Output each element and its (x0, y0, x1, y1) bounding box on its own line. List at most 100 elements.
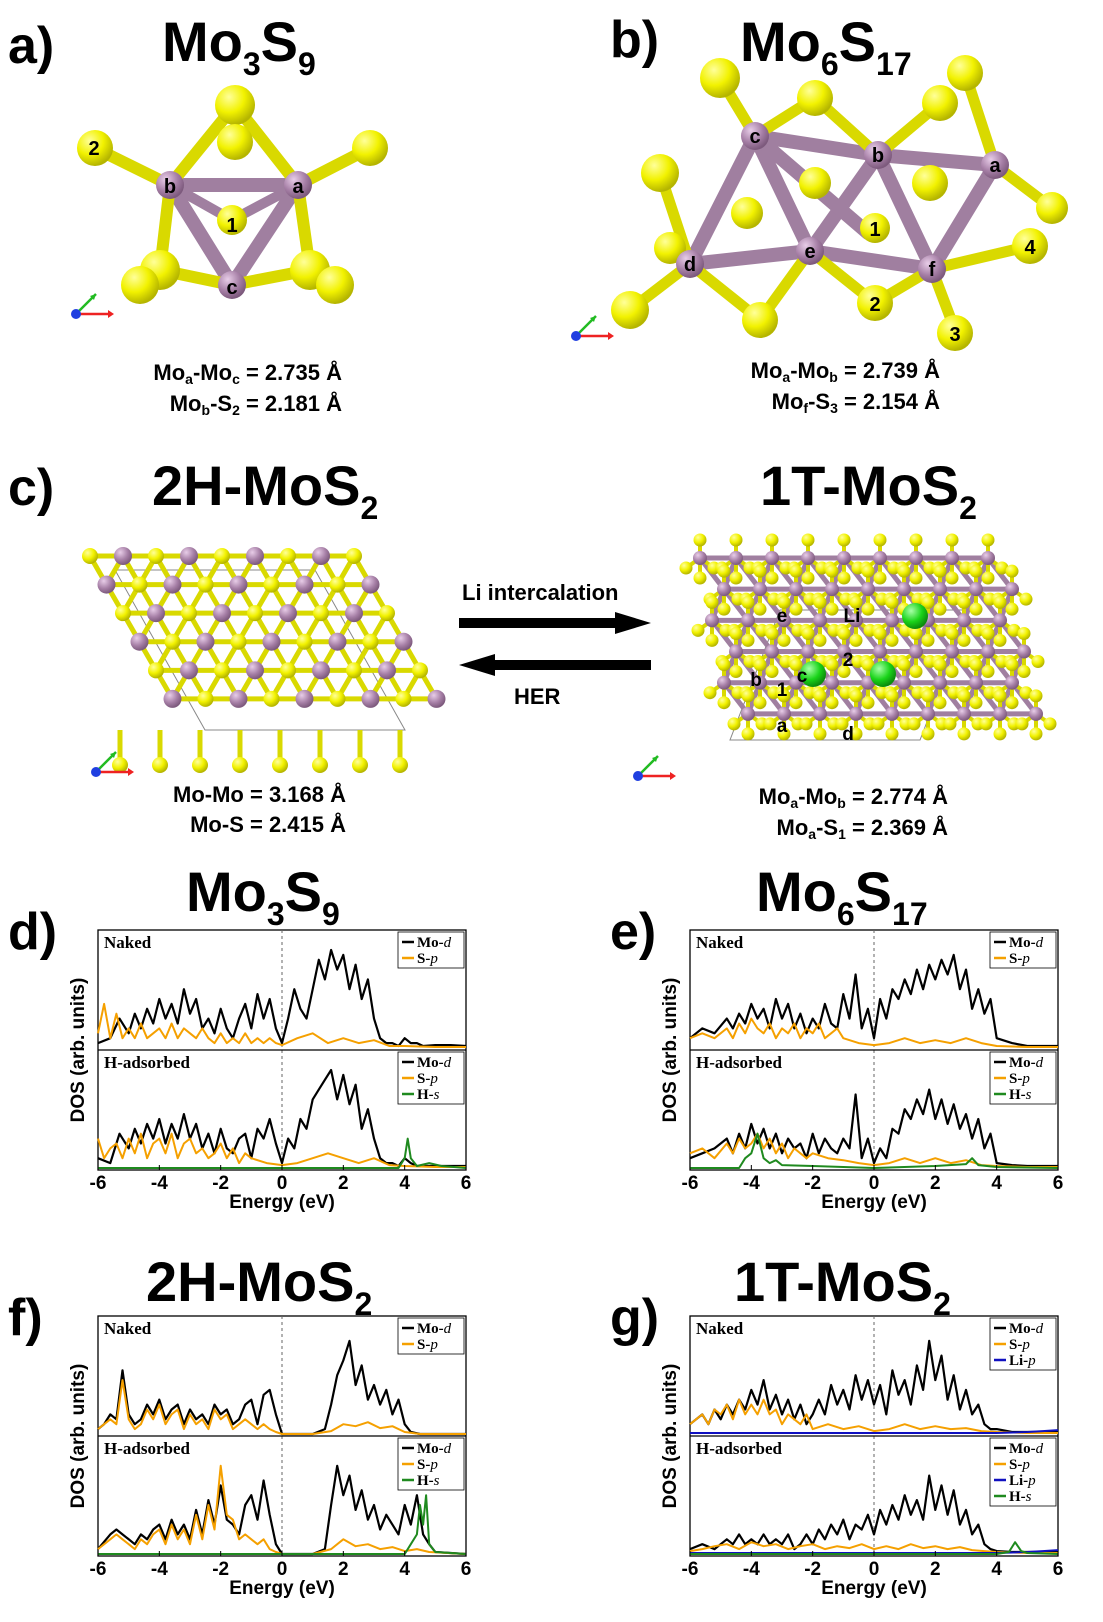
s-atom (993, 689, 1007, 703)
mo-atom (378, 661, 396, 680)
s-atom (993, 633, 1007, 647)
series-line-s-p (689, 1132, 1058, 1168)
s-atom (789, 564, 803, 578)
s-atom (885, 727, 899, 741)
mo-atom (361, 575, 380, 594)
s-atom (312, 757, 328, 773)
mo-atom (945, 644, 959, 659)
mo-atom (777, 613, 791, 628)
s-atom (727, 717, 741, 731)
x-tick-label: 4 (399, 1173, 410, 1194)
mo-atom (993, 706, 1007, 721)
s-atom (825, 564, 839, 578)
series-line-s-p (689, 1541, 1058, 1554)
x-axis-label: Energy (eV) (229, 1578, 335, 1599)
dos-chart-g: Naked Mo-dS-pLi-pH-adsorbed Mo-dS-pLi-pH-s… (660, 1315, 1063, 1599)
unit-cell-outline (114, 569, 406, 731)
axis-triad-icon (71, 293, 114, 319)
mo-atom (295, 689, 314, 708)
x-tick-label: 2 (338, 1559, 349, 1580)
x-tick-label: -2 (804, 1173, 821, 1194)
s-atom (871, 717, 885, 731)
x-tick-label: -4 (151, 1559, 168, 1580)
mo-atom (969, 582, 983, 597)
x-tick-label: 0 (277, 1173, 288, 1194)
s-atom (799, 717, 813, 731)
s-atom (969, 564, 983, 578)
legend-entry: Mo-d (1009, 1321, 1044, 1337)
s-atom (112, 757, 128, 773)
s-atom (214, 662, 230, 679)
s-atom (148, 548, 164, 564)
x-tick-label: 2 (338, 1173, 349, 1194)
mo-atom (849, 613, 863, 628)
mo-atom (262, 632, 281, 651)
s-atom (230, 633, 247, 650)
legend-entry: Mo-d (1009, 1441, 1044, 1457)
s-atom (813, 727, 827, 741)
mo-atom (933, 582, 947, 597)
s-atom (921, 689, 935, 703)
mo-atom (801, 551, 815, 565)
s-atom (313, 605, 329, 622)
mo-atom (993, 613, 1007, 628)
mo-atom (1017, 644, 1031, 659)
s-atom (717, 564, 731, 578)
atom-label: b (872, 145, 884, 167)
mo-atom (861, 582, 875, 597)
s-atom (789, 696, 803, 710)
mo3s9-structure: 2 b a 1 c (77, 85, 388, 304)
atom-label: 3 (949, 324, 960, 346)
s-atom (753, 602, 767, 616)
x-tick-label: 2 (930, 1559, 941, 1580)
s-atom (957, 689, 971, 703)
s-atom (909, 665, 923, 679)
s-atom (729, 665, 743, 679)
s-atom (263, 576, 280, 593)
atom-label: 2 (843, 650, 854, 671)
mo-atom (765, 551, 779, 565)
mo-atom (921, 706, 935, 721)
s-atom (1043, 717, 1057, 731)
s-atom (717, 658, 731, 672)
mo-atom (813, 706, 827, 721)
s-atom (247, 605, 263, 622)
legend-entry: S-p (417, 951, 438, 967)
mo-atom (717, 582, 731, 597)
atom-label: b (164, 176, 176, 198)
legend-entry: Mo-d (417, 935, 452, 951)
s-atom (907, 717, 921, 731)
s-atom (765, 627, 779, 641)
s-atom (945, 533, 959, 547)
s-atom (741, 595, 755, 609)
mo-atom (957, 706, 971, 721)
s-atom (777, 633, 791, 647)
x-axis-label: Energy (eV) (229, 1192, 335, 1213)
li-atom (800, 661, 826, 687)
y-axis-label: DOS (arb. units) (68, 1364, 89, 1509)
mo-atom (180, 661, 198, 680)
s-atom (164, 633, 181, 650)
s-atom (969, 602, 983, 616)
s-atom (861, 696, 875, 710)
x-tick-label: -4 (151, 1173, 168, 1194)
legend-entry: Mo-d (1009, 935, 1044, 951)
s-atom (995, 561, 1009, 575)
mo-atom (813, 613, 827, 628)
dos-chart-d: Naked Mo-dS-pH-adsorbed Mo-dS-pH-s-6 -4 -2 0 2… (68, 929, 471, 1213)
s-atom (1005, 564, 1019, 578)
s-atom (993, 595, 1007, 609)
mo-atom (163, 575, 182, 594)
y-axis-label: DOS (arb. units) (660, 1364, 681, 1509)
mo-atom (897, 582, 911, 597)
mo-atom (1005, 675, 1019, 690)
s-atom (197, 690, 214, 707)
x-axis-label: Energy (eV) (821, 1192, 927, 1213)
series-line-mo-d (97, 948, 467, 1048)
atom-label: 2 (88, 138, 99, 160)
series-line-mo-d (689, 1474, 1058, 1554)
s-atom (933, 658, 947, 672)
panel-label-g: g) (610, 1289, 660, 1347)
s-atom (837, 627, 851, 641)
s-atom (115, 605, 131, 622)
